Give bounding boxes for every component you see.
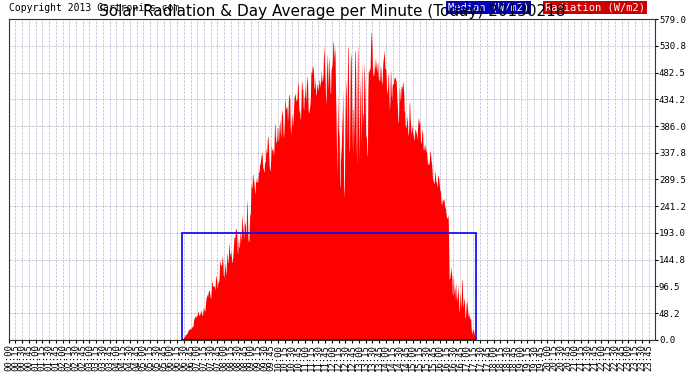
Text: Median (W/m2): Median (W/m2) (448, 3, 529, 13)
Text: Radiation (W/m2): Radiation (W/m2) (545, 3, 645, 13)
Bar (181, 233, 475, 340)
Text: Copyright 2013 Cartronics.com: Copyright 2013 Cartronics.com (9, 3, 179, 13)
Title: Solar Radiation & Day Average per Minute (Today) 20130218: Solar Radiation & Day Average per Minute… (99, 4, 565, 19)
